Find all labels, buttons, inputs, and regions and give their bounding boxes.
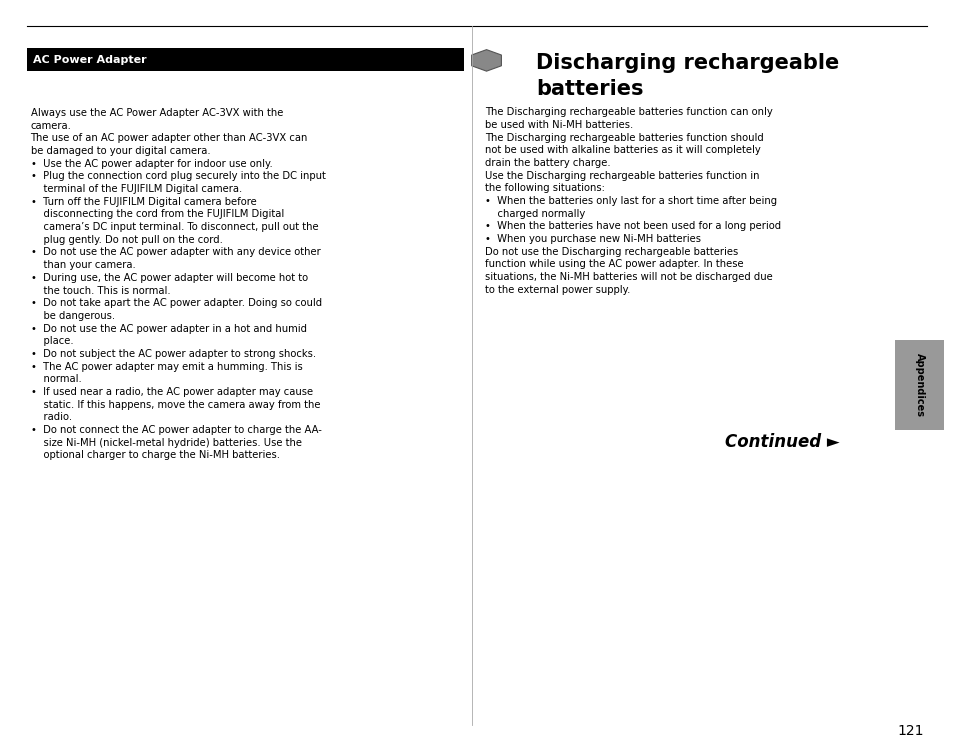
Text: to the external power supply.: to the external power supply.: [484, 285, 629, 294]
Text: •  When the batteries only last for a short time after being: • When the batteries only last for a sho…: [484, 196, 776, 206]
Text: •  Plug the connection cord plug securely into the DC input: • Plug the connection cord plug securely…: [30, 171, 325, 181]
Text: be used with Ni-MH batteries.: be used with Ni-MH batteries.: [484, 120, 632, 130]
Text: Appendices: Appendices: [914, 353, 923, 417]
Text: •  When you purchase new Ni-MH batteries: • When you purchase new Ni-MH batteries: [484, 234, 700, 244]
Text: situations, the Ni-MH batteries will not be discharged due: situations, the Ni-MH batteries will not…: [484, 272, 772, 282]
Text: be dangerous.: be dangerous.: [30, 311, 114, 321]
Text: 121: 121: [896, 724, 923, 738]
Text: plug gently. Do not pull on the cord.: plug gently. Do not pull on the cord.: [30, 235, 222, 245]
Text: the touch. This is normal.: the touch. This is normal.: [30, 285, 170, 295]
Bar: [894, 340, 943, 430]
Text: •  Use the AC power adapter for indoor use only.: • Use the AC power adapter for indoor us…: [30, 159, 272, 168]
Text: not be used with alkaline batteries as it will completely: not be used with alkaline batteries as i…: [484, 145, 760, 156]
Text: disconnecting the cord from the FUJIFILM Digital: disconnecting the cord from the FUJIFILM…: [30, 209, 283, 220]
Text: The use of an AC power adapter other than AC-3VX can: The use of an AC power adapter other tha…: [30, 134, 308, 143]
Polygon shape: [471, 50, 501, 71]
Text: The Discharging rechargeable batteries function should: The Discharging rechargeable batteries f…: [484, 133, 762, 143]
Text: batteries: batteries: [536, 79, 643, 99]
Text: static. If this happens, move the camera away from the: static. If this happens, move the camera…: [30, 399, 319, 410]
Bar: [27, 48, 463, 71]
Text: The Discharging rechargeable batteries function can only: The Discharging rechargeable batteries f…: [484, 107, 772, 117]
Text: charged normally: charged normally: [484, 208, 584, 219]
Text: drain the battery charge.: drain the battery charge.: [484, 158, 610, 168]
Text: •  The AC power adapter may emit a humming. This is: • The AC power adapter may emit a hummin…: [30, 362, 302, 371]
Text: radio.: radio.: [30, 412, 71, 422]
Text: •  During use, the AC power adapter will become hot to: • During use, the AC power adapter will …: [30, 273, 307, 283]
Text: the following situations:: the following situations:: [484, 183, 604, 193]
Text: function while using the AC power adapter. In these: function while using the AC power adapte…: [484, 260, 742, 270]
Text: •  When the batteries have not been used for a long period: • When the batteries have not been used …: [484, 221, 780, 231]
Text: camera.: camera.: [30, 121, 71, 131]
Text: •  Do not subject the AC power adapter to strong shocks.: • Do not subject the AC power adapter to…: [30, 349, 315, 359]
Text: Discharging rechargeable: Discharging rechargeable: [536, 53, 839, 72]
Text: •  Do not use the AC power adapter in a hot and humid: • Do not use the AC power adapter in a h…: [30, 324, 306, 334]
Text: •  Do not connect the AC power adapter to charge the AA-: • Do not connect the AC power adapter to…: [30, 425, 321, 435]
Text: AC Power Adapter: AC Power Adapter: [33, 54, 147, 65]
Text: •  If used near a radio, the AC power adapter may cause: • If used near a radio, the AC power ada…: [30, 387, 313, 397]
Text: •  Turn off the FUJIFILM Digital camera before: • Turn off the FUJIFILM Digital camera b…: [30, 197, 256, 207]
Text: camera’s DC input terminal. To disconnect, pull out the: camera’s DC input terminal. To disconnec…: [30, 222, 317, 232]
Text: terminal of the FUJIFILM Digital camera.: terminal of the FUJIFILM Digital camera.: [30, 184, 241, 194]
Text: Use the Discharging rechargeable batteries function in: Use the Discharging rechargeable batteri…: [484, 171, 759, 180]
Text: place.: place.: [30, 336, 73, 347]
Text: be damaged to your digital camera.: be damaged to your digital camera.: [30, 146, 210, 156]
Text: size Ni-MH (nickel-metal hydride) batteries. Use the: size Ni-MH (nickel-metal hydride) batter…: [30, 438, 301, 448]
Text: Do not use the Discharging rechargeable batteries: Do not use the Discharging rechargeable …: [484, 247, 737, 257]
Text: normal.: normal.: [30, 374, 81, 384]
Text: Continued ►: Continued ►: [724, 433, 839, 451]
Text: than your camera.: than your camera.: [30, 260, 135, 270]
Text: Always use the AC Power Adapter AC-3VX with the: Always use the AC Power Adapter AC-3VX w…: [30, 108, 283, 118]
Text: •  Do not take apart the AC power adapter. Doing so could: • Do not take apart the AC power adapter…: [30, 298, 321, 308]
Text: •  Do not use the AC power adapter with any device other: • Do not use the AC power adapter with a…: [30, 248, 320, 257]
Text: optional charger to charge the Ni-MH batteries.: optional charger to charge the Ni-MH bat…: [30, 451, 279, 461]
